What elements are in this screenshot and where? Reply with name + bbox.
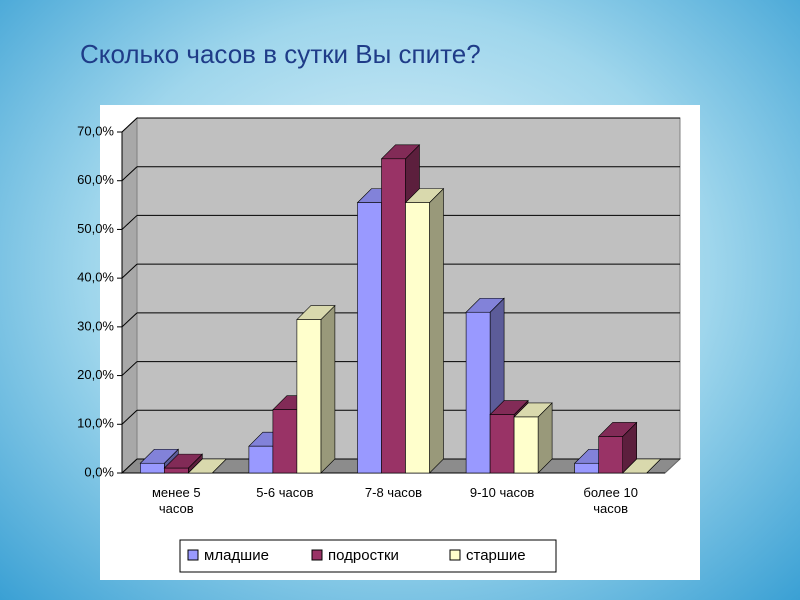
legend-swatch bbox=[311, 549, 323, 561]
bar-front bbox=[357, 202, 382, 474]
bar-front bbox=[140, 462, 165, 474]
grid-line bbox=[121, 166, 138, 182]
bar bbox=[621, 458, 662, 474]
bar bbox=[296, 304, 336, 474]
legend-swatch bbox=[449, 549, 461, 561]
x-tick-label: 7-8 часов bbox=[364, 485, 423, 500]
y-tick-label: 70,0% bbox=[77, 123, 114, 138]
grid-line bbox=[121, 409, 138, 425]
legend-swatch bbox=[187, 549, 199, 561]
legend-label: подростки bbox=[328, 547, 399, 564]
legend-label: младшие bbox=[204, 547, 269, 564]
bar-top bbox=[621, 458, 662, 474]
legend-box bbox=[179, 539, 557, 573]
grid-line bbox=[121, 458, 138, 474]
x-tick-label: 9-10 часов bbox=[469, 485, 535, 500]
bar-top bbox=[187, 458, 228, 474]
x-tick-label: более 10 часов bbox=[583, 485, 638, 516]
bar-side bbox=[429, 187, 444, 474]
y-tick-label: 60,0% bbox=[77, 172, 114, 187]
bar bbox=[597, 421, 638, 474]
x-tick-label: менее 5 часов bbox=[151, 485, 201, 516]
y-tick-label: 30,0% bbox=[77, 318, 114, 333]
bar-side bbox=[320, 304, 336, 474]
bar-front bbox=[248, 445, 274, 474]
bar-front bbox=[272, 409, 298, 474]
y-tick-label: 10,0% bbox=[77, 416, 114, 431]
bar-front bbox=[381, 158, 406, 474]
bar bbox=[513, 402, 553, 474]
bar bbox=[163, 453, 204, 474]
grid-line bbox=[121, 263, 138, 279]
bar-front bbox=[513, 416, 539, 474]
bar bbox=[404, 187, 445, 474]
bar-front bbox=[489, 414, 515, 474]
grid-line bbox=[121, 361, 138, 376]
bar-front bbox=[164, 467, 189, 474]
y-tick-label: 0,0% bbox=[84, 464, 114, 479]
bar-front bbox=[598, 436, 624, 474]
y-tick-label: 50,0% bbox=[77, 221, 114, 236]
bar-front bbox=[465, 311, 491, 474]
grid-line bbox=[121, 215, 138, 230]
x-tick-label: 5-6 часов bbox=[256, 485, 314, 500]
bar-front bbox=[296, 319, 322, 474]
legend-label: старшие bbox=[466, 547, 526, 564]
grid-line bbox=[121, 312, 138, 328]
chart-title: Сколько часов в сутки Вы спите? bbox=[80, 39, 481, 69]
bar-front bbox=[574, 462, 600, 474]
y-tick-label: 20,0% bbox=[77, 367, 114, 382]
bar bbox=[187, 458, 228, 474]
grid-line bbox=[121, 117, 138, 133]
side-wall bbox=[121, 116, 138, 475]
y-tick-label: 40,0% bbox=[77, 270, 114, 285]
bar-front bbox=[405, 202, 430, 474]
